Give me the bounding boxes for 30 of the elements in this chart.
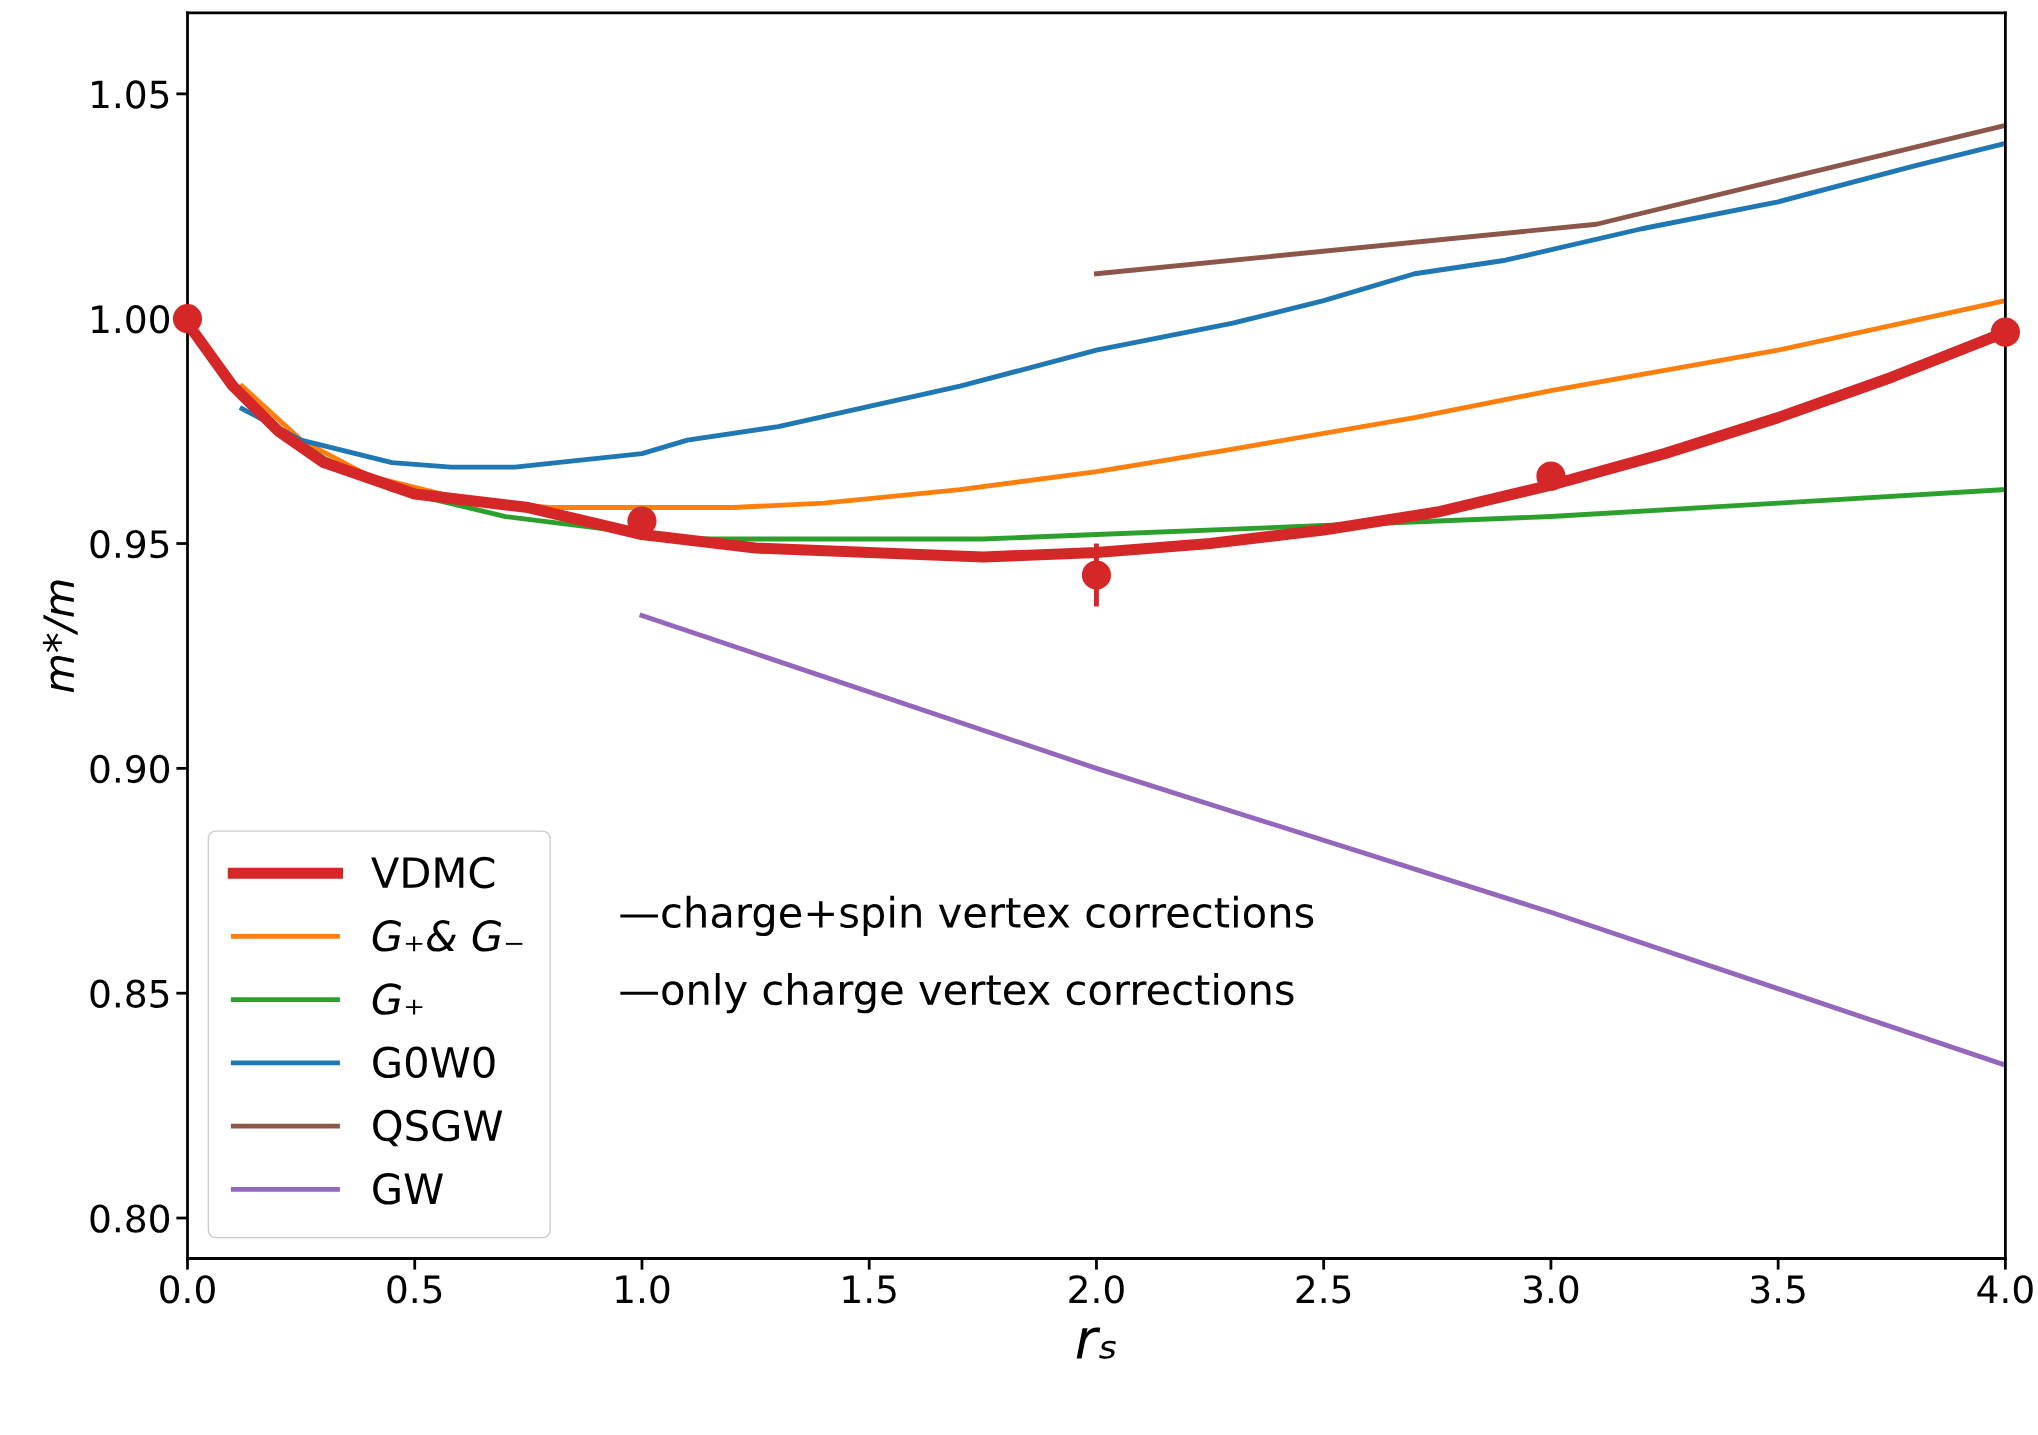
x-tick-label: 1.0 (616, 1275, 670, 1304)
annotation: —charge+spin vertex corrections (620, 895, 1314, 937)
point (1081, 560, 1112, 590)
y-tick-label: 0.90 (90, 754, 170, 784)
legend-label: GW (373, 1173, 443, 1205)
point (1990, 317, 2020, 347)
x-tick-label: 3.5 (1751, 1275, 1805, 1304)
y-tick-label: 0.95 (90, 529, 169, 559)
annotation: —only charge vertex corrections (620, 973, 1294, 1014)
x-tick-label: 1.5 (843, 1275, 896, 1304)
x-tick-label: 2.0 (1069, 1275, 1124, 1304)
y-tick-label: 1.00 (92, 305, 170, 334)
point (1536, 461, 1566, 491)
legend-label: VDMC (371, 856, 495, 889)
legend-label: G₊ (372, 983, 423, 1015)
legend-label: G₊& G₋ (372, 920, 523, 952)
y-tick-label: 0.80 (90, 1204, 170, 1233)
y-tick-label: 1.05 (92, 80, 169, 109)
x-tick-label: 0.5 (387, 1275, 442, 1304)
y-tick-label: 0.85 (90, 979, 169, 1008)
legend-label: G0W0 (373, 1046, 495, 1079)
y-axis-title: m*/m (42, 580, 78, 693)
x-tick-label: 3.0 (1523, 1275, 1579, 1304)
x-tick-label: 2.5 (1296, 1275, 1351, 1304)
line-series (239, 140, 2006, 470)
legend-label: QSGW (373, 1109, 503, 1147)
x-axis-title: rₛ (1076, 1327, 1116, 1359)
point (172, 304, 203, 334)
x-tick-label: 0.0 (160, 1275, 215, 1304)
x-tick-label: 4.0 (1977, 1275, 2033, 1304)
